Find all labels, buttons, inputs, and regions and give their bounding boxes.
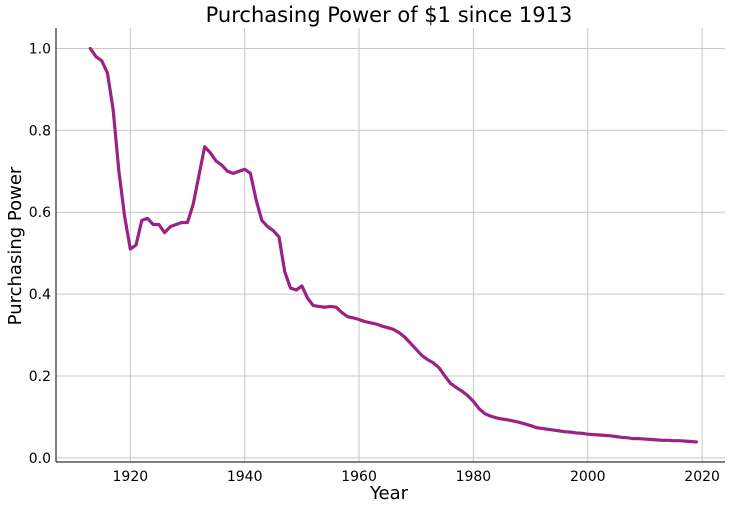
chart-title: Purchasing Power of $1 since 1913 [206,3,573,27]
y-axis-label: Purchasing Power [5,166,26,325]
x-tick-label: 1920 [113,469,149,485]
x-tick-label: 1940 [227,469,263,485]
data-series [88,46,699,444]
series-line [88,46,699,444]
grid-lines [56,28,725,462]
y-tick-labels: 0.0 0.2 0.4 0.6 0.8 1.0 [29,41,51,466]
x-tick-label: 2000 [570,469,606,485]
y-tick-label: 0.2 [29,369,51,385]
y-tick-label: 0.8 [29,123,51,139]
y-tick-label: 0.4 [29,287,51,303]
x-tick-label: 2020 [684,469,720,485]
x-tick-labels: 1920 1940 1960 1980 2000 2020 [113,469,720,485]
x-tick-label: 1960 [341,469,377,485]
x-tick-label: 1980 [456,469,492,485]
y-tick-label: 0.0 [29,451,51,467]
y-tick-label: 0.6 [29,205,51,221]
x-axis-label: Year [369,483,409,504]
axes-spines [55,28,725,463]
y-tick-label: 1.0 [29,41,51,57]
